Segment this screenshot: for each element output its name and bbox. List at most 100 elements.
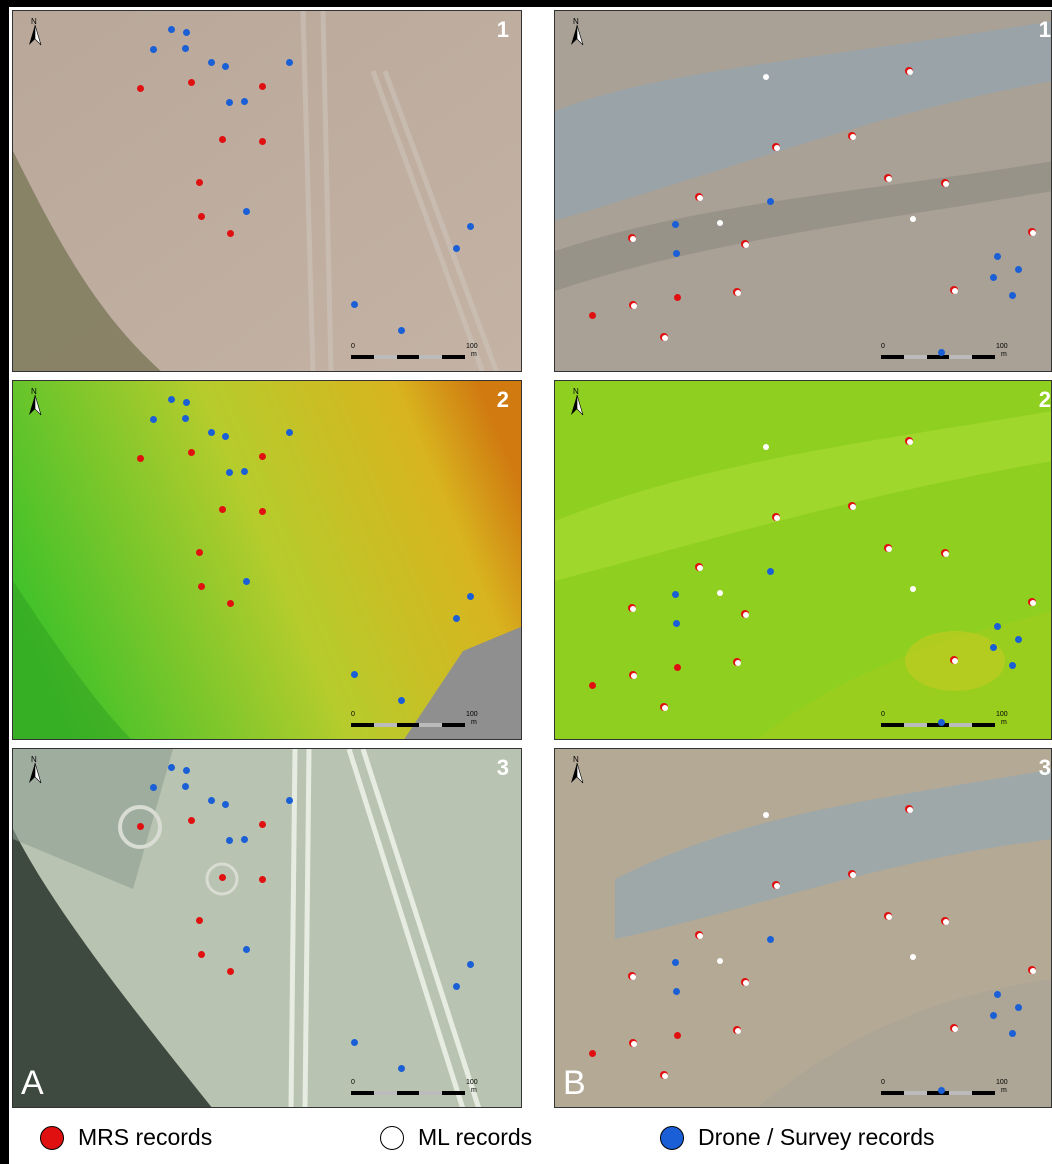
drone-record-marker bbox=[181, 44, 189, 52]
drone-record-marker bbox=[1008, 291, 1016, 299]
drone-record-marker bbox=[350, 1038, 358, 1046]
panel-number: 1 bbox=[1038, 17, 1051, 42]
drone-record-marker bbox=[207, 58, 215, 66]
drone-record-marker bbox=[766, 935, 774, 943]
drone-record-marker bbox=[937, 348, 945, 356]
mrs-ml-record-marker bbox=[629, 973, 636, 980]
scale-unit-label: m bbox=[1001, 1087, 1007, 1094]
scale-bar: 0 100 m bbox=[881, 711, 1015, 733]
mrs-record-marker bbox=[195, 178, 203, 186]
drone-record-marker bbox=[452, 244, 460, 252]
mrs-record-marker bbox=[673, 663, 681, 671]
mrs-record-marker bbox=[218, 135, 226, 143]
scale-end-label: 100 bbox=[466, 1079, 478, 1086]
mrs-record-marker bbox=[258, 820, 266, 828]
mrs-ml-record-marker bbox=[742, 979, 749, 986]
drone-record-marker bbox=[466, 960, 474, 968]
drone-record-marker bbox=[240, 467, 248, 475]
scale-start-label: 0 bbox=[351, 1079, 355, 1086]
mrs-record-marker bbox=[136, 454, 144, 462]
scale-bar: 0 100 m bbox=[881, 1079, 1015, 1101]
ml-record-marker bbox=[909, 953, 916, 960]
north-label: N bbox=[31, 755, 37, 764]
mrs-record-marker bbox=[588, 681, 596, 689]
scale-end-label: 100 bbox=[466, 711, 478, 718]
scale-start-label: 0 bbox=[881, 1079, 885, 1086]
scale-bar: 0 100 m bbox=[351, 1079, 485, 1101]
north-arrow-icon: N bbox=[569, 387, 585, 417]
drone-record-marker bbox=[993, 252, 1001, 260]
map-background-b3 bbox=[555, 749, 1051, 1107]
mrs-ml-record-marker bbox=[734, 289, 741, 296]
mrs-ml-record-marker bbox=[661, 334, 668, 341]
drone-record-marker bbox=[989, 273, 997, 281]
mrs-record-marker bbox=[588, 1049, 596, 1057]
drone-record-marker bbox=[182, 28, 190, 36]
legend-item-ml: ML records bbox=[380, 1124, 532, 1151]
drone-record-marker bbox=[350, 670, 358, 678]
mrs-ml-record-marker bbox=[951, 287, 958, 294]
legend: MRS records ML records Drone / Survey re… bbox=[40, 1118, 1040, 1158]
mrs-ml-record-marker bbox=[696, 932, 703, 939]
scale-unit-label: m bbox=[471, 719, 477, 726]
scale-start-label: 0 bbox=[351, 711, 355, 718]
mrs-ml-record-marker bbox=[629, 235, 636, 242]
mrs-record-marker bbox=[187, 448, 195, 456]
drone-record-marker bbox=[989, 1011, 997, 1019]
ml-record-marker bbox=[716, 589, 723, 596]
drone-record-marker bbox=[1008, 661, 1016, 669]
drone-record-marker bbox=[240, 97, 248, 105]
drone-record-marker bbox=[672, 619, 680, 627]
drone-record-marker bbox=[167, 763, 175, 771]
mrs-ml-record-marker bbox=[742, 241, 749, 248]
drone-record-marker bbox=[207, 796, 215, 804]
map-panel-b1: 1 N 0 100 m bbox=[554, 10, 1052, 372]
mrs-record-marker bbox=[187, 816, 195, 824]
drone-record-marker bbox=[149, 45, 157, 53]
mrs-record-marker bbox=[258, 452, 266, 460]
mrs-ml-record-marker bbox=[630, 672, 637, 679]
mrs-ml-record-marker bbox=[630, 302, 637, 309]
drone-record-marker bbox=[766, 197, 774, 205]
drone-record-marker bbox=[182, 766, 190, 774]
drone-record-marker bbox=[181, 414, 189, 422]
mrs-ml-record-marker bbox=[734, 659, 741, 666]
drone-record-marker bbox=[1014, 265, 1022, 273]
map-background-b1 bbox=[555, 11, 1051, 371]
scale-end-label: 100 bbox=[466, 343, 478, 350]
mrs-ml-record-marker bbox=[773, 144, 780, 151]
drone-record-marker bbox=[285, 428, 293, 436]
mrs-ml-record-marker bbox=[942, 918, 949, 925]
mrs-ml-record-marker bbox=[742, 611, 749, 618]
mrs-record-marker bbox=[226, 967, 234, 975]
drone-record-marker bbox=[167, 395, 175, 403]
drone-record-marker bbox=[671, 958, 679, 966]
drone-record-marker bbox=[672, 249, 680, 257]
mrs-record-marker bbox=[258, 137, 266, 145]
drone-record-marker bbox=[452, 982, 460, 990]
mrs-record-marker bbox=[195, 548, 203, 556]
drone-record-marker bbox=[1014, 1003, 1022, 1011]
scale-unit-label: m bbox=[471, 351, 477, 358]
north-arrow-icon: N bbox=[569, 17, 585, 47]
ml-record-marker bbox=[762, 443, 769, 450]
panel-number: 3 bbox=[496, 755, 509, 780]
drone-record-marker bbox=[167, 25, 175, 33]
mrs-ml-record-marker bbox=[1029, 229, 1036, 236]
legend-item-mrs: MRS records bbox=[40, 1124, 212, 1151]
mrs-ml-record-marker bbox=[849, 503, 856, 510]
mrs-ml-record-marker bbox=[885, 545, 892, 552]
drone-record-marker bbox=[225, 468, 233, 476]
map-panel-b3: 3 B N 0 100 m bbox=[554, 748, 1052, 1108]
mrs-record-marker bbox=[197, 950, 205, 958]
mrs-ml-record-marker bbox=[885, 175, 892, 182]
scale-bar: 0 100 m bbox=[351, 711, 485, 733]
mrs-record-marker bbox=[226, 599, 234, 607]
mrs-record-marker bbox=[673, 293, 681, 301]
mrs-record-marker bbox=[258, 82, 266, 90]
blue-dot-icon bbox=[660, 1125, 684, 1150]
mrs-ml-record-marker bbox=[942, 180, 949, 187]
drone-record-marker bbox=[452, 614, 460, 622]
scale-bar: 0 100 m bbox=[351, 343, 485, 365]
